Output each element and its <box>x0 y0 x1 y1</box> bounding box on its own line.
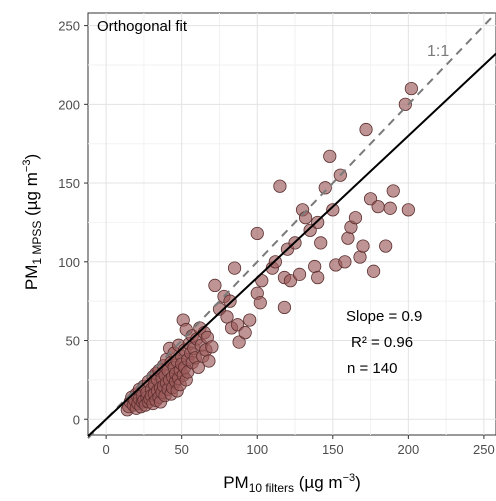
y-axis-label-sub: 1 MPSS <box>30 221 44 265</box>
data-point <box>311 270 325 285</box>
data-point <box>386 184 400 198</box>
data-point <box>383 201 397 215</box>
chart-title: Orthogonal fit <box>97 18 188 35</box>
data-point <box>243 313 257 327</box>
x-tick-label: 50 <box>174 442 188 457</box>
y-axis-label-unit: (µg m <box>22 172 41 221</box>
data-point <box>250 226 264 241</box>
data-point <box>338 255 352 269</box>
one-to-one-line <box>87 12 496 439</box>
data-point <box>191 360 205 374</box>
data-point <box>253 296 267 310</box>
x-axis-label-main: PM <box>223 473 249 492</box>
data-point <box>353 250 367 264</box>
one-to-one-label: 1:1 <box>427 43 449 60</box>
y-axis-label-main: PM <box>22 265 41 291</box>
x-axis-label: PM10 filters (µg m−3) <box>223 472 361 495</box>
fit-statistics: Slope = 0.9 R² = 0.96 n = 140 <box>346 308 422 377</box>
data-point <box>404 81 418 96</box>
x-tick-label: 0 <box>103 442 110 457</box>
y-tick-label: 200 <box>58 97 80 112</box>
data-point <box>314 236 328 250</box>
x-tick-label: 150 <box>322 442 344 457</box>
data-point <box>348 211 363 225</box>
x-axis-label-unit: (µg m <box>294 473 343 492</box>
data-point <box>359 122 373 137</box>
y-axis-label-exp: −3 <box>21 160 33 173</box>
x-axis-label-close: ) <box>355 473 361 492</box>
fit-stat-label: R² = 0.96 <box>351 334 413 351</box>
data-point <box>356 239 370 253</box>
x-tick-label: 200 <box>398 442 420 457</box>
data-point <box>318 181 332 195</box>
data-point <box>208 278 222 293</box>
data-point <box>341 231 355 245</box>
data-point <box>398 97 412 111</box>
fit-line <box>87 52 496 437</box>
fit-stat-label: n = 140 <box>347 360 397 377</box>
data-point <box>311 215 325 230</box>
data-point <box>238 326 252 340</box>
data-point <box>379 239 393 253</box>
y-tick-label: 150 <box>58 176 80 191</box>
y-tick-label: 50 <box>66 334 80 349</box>
y-tick-label: 250 <box>58 19 80 34</box>
y-tick-label: 100 <box>58 255 80 270</box>
data-point <box>401 203 415 217</box>
y-axis-label-close: ) <box>22 154 41 160</box>
data-points <box>120 81 418 417</box>
data-point <box>232 335 246 349</box>
data-point <box>223 294 237 308</box>
data-point <box>283 274 298 288</box>
data-point <box>326 203 340 217</box>
grid-minor <box>88 13 496 435</box>
x-tick-label: 250 <box>473 442 495 457</box>
data-point <box>292 267 307 281</box>
fit-stat-label: Slope = 0.9 <box>346 308 422 325</box>
data-point <box>371 200 385 214</box>
data-point <box>273 179 287 193</box>
data-point <box>220 310 234 324</box>
y-axis-label: PM1 MPSS (µg m−3) <box>21 154 44 290</box>
reference-lines <box>87 12 496 439</box>
data-point <box>308 259 322 274</box>
y-tick-label: 0 <box>73 412 80 427</box>
data-point <box>227 261 242 275</box>
data-point <box>298 211 313 225</box>
x-axis-label-sub: 10 filters <box>249 481 294 495</box>
x-axis-label-exp: −3 <box>343 472 356 484</box>
data-point <box>323 149 337 163</box>
data-point <box>277 300 292 315</box>
x-tick-label: 100 <box>246 442 268 457</box>
axis-ticks: 0 50 100 150 200 250 0 50 100 150 200 250 <box>58 19 494 457</box>
data-point <box>366 264 381 278</box>
data-point <box>202 354 216 368</box>
data-point <box>205 340 219 354</box>
